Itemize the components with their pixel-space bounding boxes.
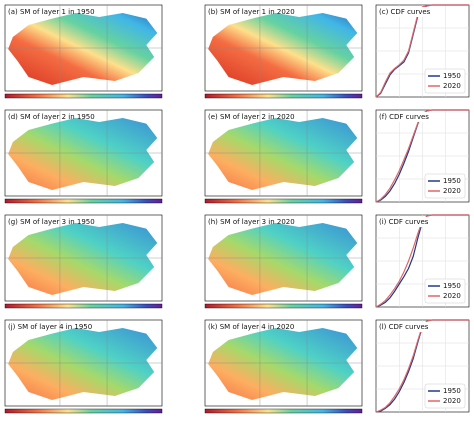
map-title: (d) SM of layer 2 in 1950	[8, 113, 95, 121]
legend-label: 2020	[443, 187, 461, 195]
colorbar	[204, 408, 363, 414]
title-box	[377, 217, 435, 227]
chart-title: (f) CDF curves	[379, 113, 429, 121]
map-title: (b) SM of layer 1 in 2020	[208, 8, 295, 16]
legend-box	[424, 383, 466, 409]
cdf-line	[375, 214, 469, 308]
chart-title: (l) CDF curves	[379, 323, 429, 331]
map-region	[208, 223, 358, 295]
legend-label: 1950	[443, 387, 461, 395]
map-title: (k) SM of layer 4 in 2020	[208, 323, 294, 331]
map-title: (a) SM of layer 1 in 1950	[8, 8, 95, 16]
colorbar	[204, 93, 363, 99]
map-title: (h) SM of layer 3 in 2020	[208, 218, 295, 226]
legend-label: 2020	[443, 82, 461, 90]
legend-label: 1950	[443, 282, 461, 290]
legend-box	[424, 68, 466, 94]
map-region	[8, 13, 158, 85]
legend-label: 2020	[443, 292, 461, 300]
title-box	[377, 7, 435, 17]
map-region	[8, 223, 158, 295]
map-region	[208, 328, 358, 400]
cdf-line	[375, 319, 469, 413]
colorbar	[4, 93, 163, 99]
colorbar	[4, 303, 163, 309]
chart-title: (c) CDF curves	[379, 8, 431, 16]
colorbar	[4, 198, 163, 204]
cdf-line	[375, 109, 469, 203]
colorbar	[4, 408, 163, 414]
title-box	[377, 112, 435, 122]
map-region	[208, 13, 358, 85]
map-title: (e) SM of layer 2 in 2020	[208, 113, 295, 121]
legend-label: 2020	[443, 397, 461, 405]
map-region	[8, 328, 158, 400]
map-title: (g) SM of layer 3 in 1950	[8, 218, 95, 226]
colorbar	[204, 303, 363, 309]
legend-label: 1950	[443, 72, 461, 80]
chart-title: (i) CDF curves	[379, 218, 429, 226]
title-box	[377, 322, 435, 332]
map-region	[8, 118, 158, 190]
legend-label: 1950	[443, 177, 461, 185]
map-title: (j) SM of layer 4 in 1950	[8, 323, 92, 331]
cdf-line	[375, 4, 469, 98]
legend-box	[424, 173, 466, 199]
colorbar	[204, 198, 363, 204]
legend-box	[424, 278, 466, 304]
map-region	[208, 118, 358, 190]
